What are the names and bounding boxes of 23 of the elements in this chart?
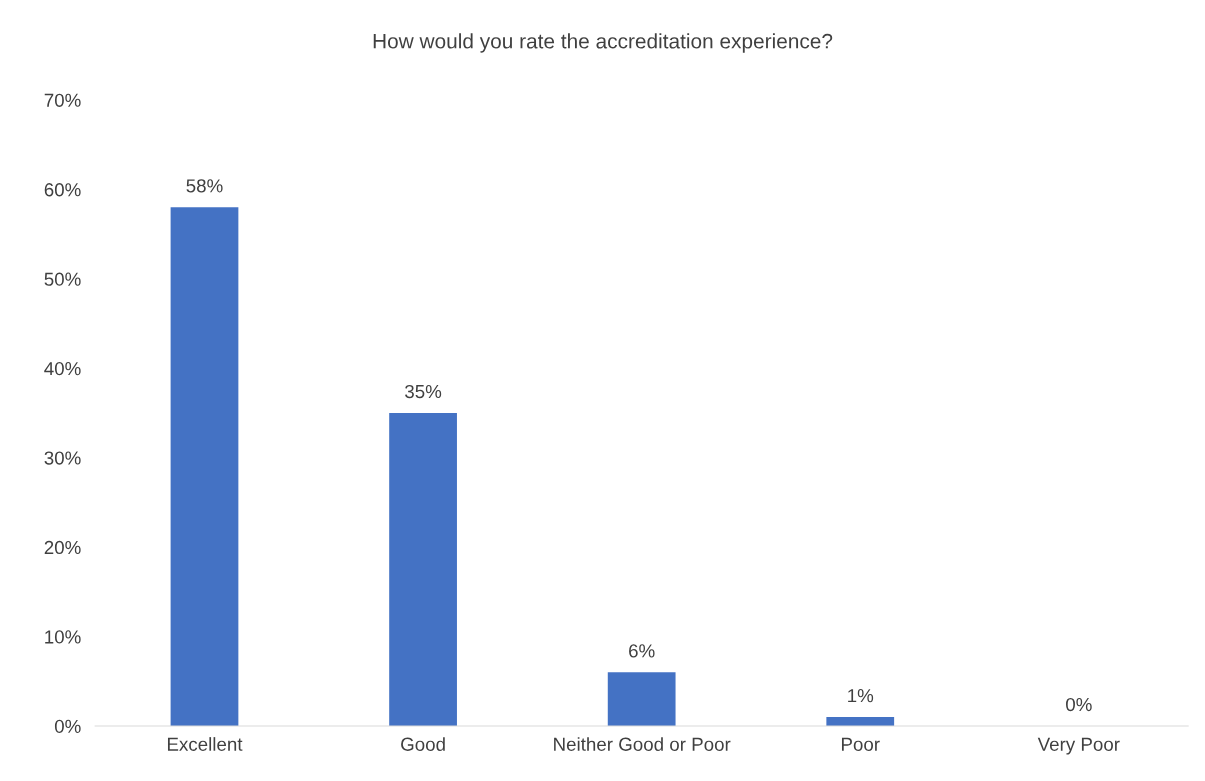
y-tick-label: 30% bbox=[44, 451, 81, 465]
x-tick-label: Poor bbox=[841, 737, 880, 751]
data-label: 58% bbox=[186, 179, 223, 193]
y-tick-label: 40% bbox=[44, 361, 81, 376]
y-tick-label: 70% bbox=[44, 93, 81, 107]
x-tick-label: Very Poor bbox=[1037, 737, 1120, 755]
y-tick-label: 20% bbox=[44, 540, 81, 555]
bar bbox=[170, 207, 239, 727]
x-tick-label: Excellent bbox=[167, 737, 243, 751]
data-label: 35% bbox=[405, 384, 442, 399]
y-tick-label: 10% bbox=[45, 630, 81, 644]
y-tick-label: 50% bbox=[44, 272, 81, 286]
chart-title: How would you rate the accreditation experience? bbox=[373, 33, 833, 53]
x-tick-label: Neither Good or Poor bbox=[554, 737, 731, 751]
x-tick-label: Good bbox=[401, 737, 445, 751]
bar bbox=[826, 717, 895, 727]
data-label: 1% bbox=[848, 689, 874, 703]
bar bbox=[607, 672, 676, 727]
bar bbox=[389, 412, 457, 727]
y-tick-label: 0% bbox=[54, 719, 81, 733]
data-label: 6% bbox=[629, 644, 655, 658]
data-label: 0% bbox=[1066, 697, 1092, 712]
y-tick-label: 60% bbox=[44, 183, 81, 197]
